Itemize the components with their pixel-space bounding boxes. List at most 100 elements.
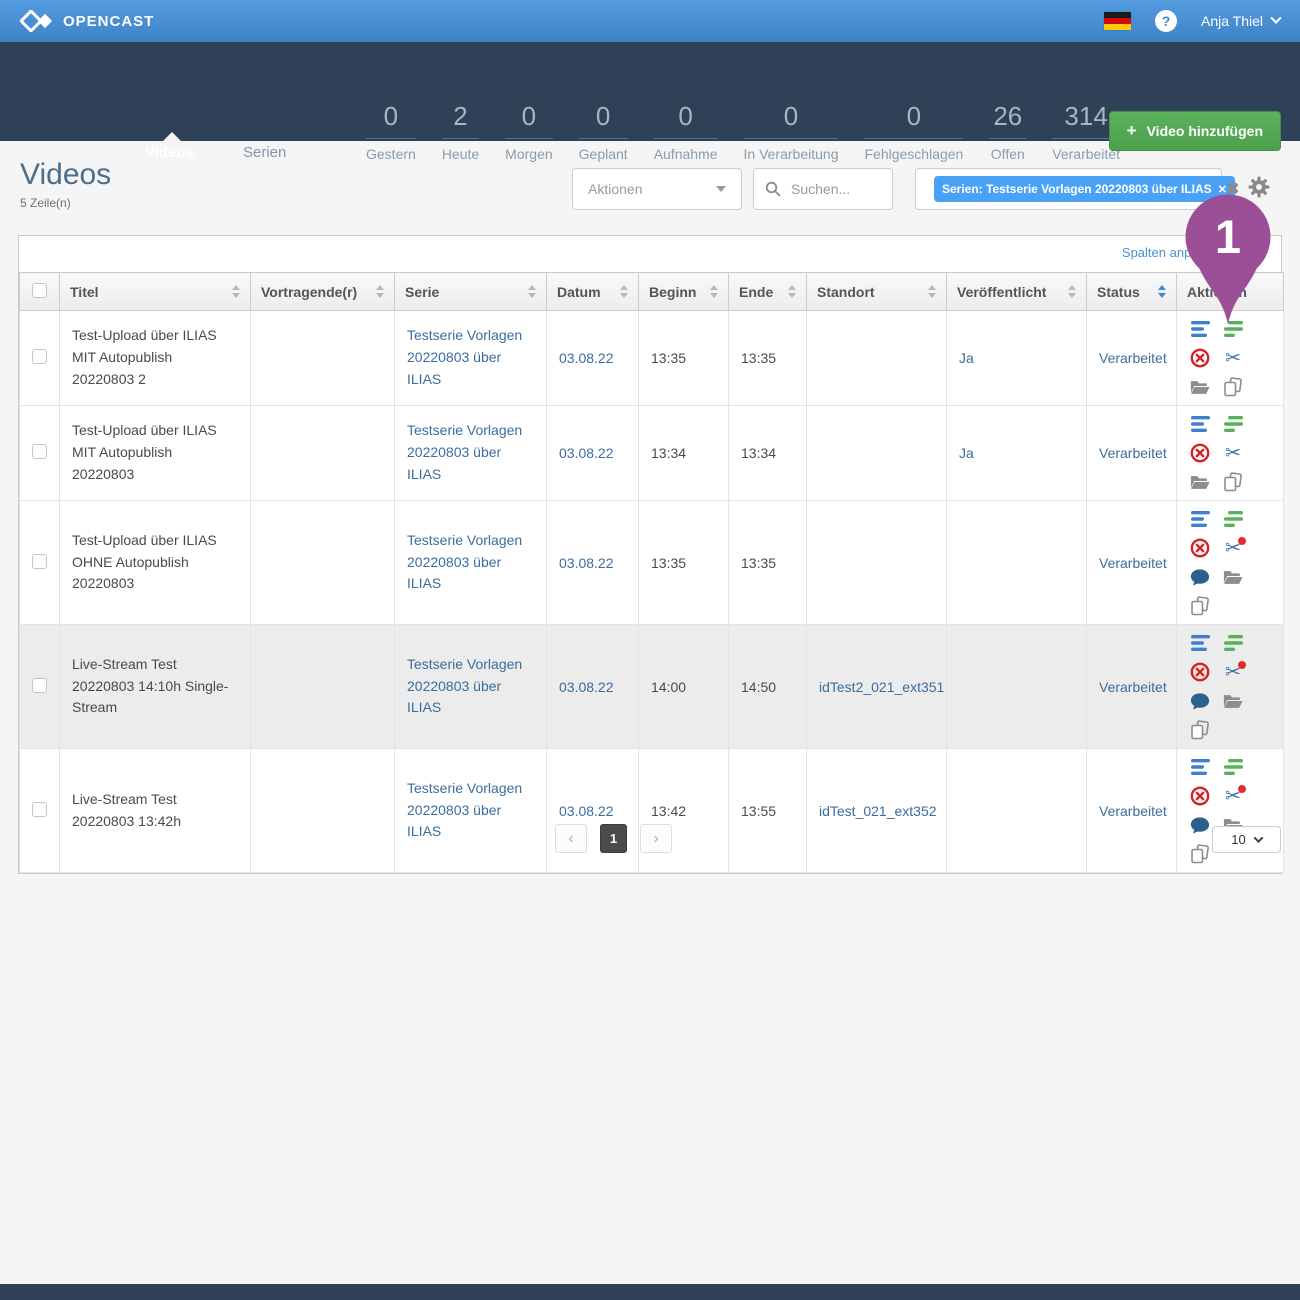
delete-icon[interactable] [1190, 786, 1210, 806]
prev-page-button[interactable]: ‹ [555, 824, 587, 853]
status-link[interactable]: Verarbeitet [1099, 445, 1167, 461]
help-icon[interactable]: ? [1154, 10, 1177, 32]
delete-icon[interactable] [1190, 443, 1210, 463]
sort-icon[interactable] [620, 285, 628, 298]
sort-icon[interactable] [1158, 285, 1166, 298]
gear-icon[interactable] [1248, 176, 1270, 203]
duplicate-icon[interactable] [1223, 472, 1243, 492]
stat-verarbeitet[interactable]: 314 Verarbeitet [1052, 103, 1120, 162]
duplicate-icon[interactable] [1223, 377, 1243, 397]
status-link[interactable]: Verarbeitet [1099, 350, 1167, 366]
details-icon[interactable] [1190, 414, 1210, 434]
column-header-datum[interactable]: Datum [546, 272, 639, 311]
publications-icon[interactable] [1223, 414, 1243, 434]
user-menu[interactable]: Anja Thiel [1201, 12, 1282, 29]
date-link[interactable]: 03.08.22 [559, 350, 614, 366]
remove-filter-icon[interactable]: ✕ [1217, 183, 1227, 196]
details-icon[interactable] [1190, 509, 1210, 529]
row-checkbox[interactable] [32, 553, 47, 569]
assets-icon[interactable] [1190, 377, 1210, 397]
language-flag-german[interactable] [1103, 12, 1131, 30]
column-header-verffentlicht[interactable]: Veröffentlicht [946, 272, 1087, 311]
sort-icon[interactable] [376, 285, 384, 298]
tab-videos[interactable]: Videos [145, 144, 194, 161]
duplicate-icon[interactable] [1190, 720, 1210, 740]
row-checkbox[interactable] [32, 444, 47, 459]
duplicate-icon[interactable] [1190, 844, 1210, 864]
publications-icon[interactable] [1223, 757, 1243, 777]
row-checkbox[interactable] [32, 801, 47, 817]
editor-alert-icon[interactable]: ✂ [1223, 661, 1246, 682]
clear-filters-icon[interactable]: ✖ [1226, 181, 1240, 198]
sort-icon[interactable] [232, 285, 240, 298]
status-link[interactable]: Verarbeitet [1099, 554, 1167, 571]
next-page-button[interactable]: › [640, 824, 672, 853]
publications-icon[interactable] [1223, 509, 1243, 529]
details-icon[interactable] [1190, 757, 1210, 777]
row-checkbox[interactable] [32, 349, 47, 364]
location-link[interactable]: idTest_021_ext352 [819, 802, 937, 819]
sort-icon[interactable] [710, 285, 718, 298]
add-video-button[interactable]: + Video hinzufügen [1108, 111, 1281, 151]
series-link[interactable]: Testserie Vorlagen 20220803 über ILIAS [407, 422, 523, 482]
series-link[interactable]: Testserie Vorlagen 20220803 über ILIAS [407, 531, 523, 592]
status-link[interactable]: Verarbeitet [1099, 678, 1167, 695]
delete-icon[interactable] [1190, 662, 1210, 682]
stat-in-verarbeitung[interactable]: 0 In Verarbeitung [743, 103, 839, 162]
stat-offen[interactable]: 26 Offen [989, 103, 1027, 162]
date-link[interactable]: 03.08.22 [559, 678, 614, 695]
column-header-ende[interactable]: Ende [728, 272, 807, 311]
delete-icon[interactable] [1190, 348, 1210, 368]
row-checkbox[interactable] [32, 677, 47, 693]
date-link[interactable]: 03.08.22 [559, 802, 614, 819]
assets-icon[interactable] [1190, 472, 1210, 492]
assets-icon[interactable] [1223, 691, 1243, 711]
stat-gestern[interactable]: 0 Gestern [366, 103, 416, 162]
editor-alert-icon[interactable]: ✂ [1223, 537, 1246, 558]
date-link[interactable]: 03.08.22 [559, 445, 614, 461]
comments-icon[interactable] [1190, 815, 1210, 835]
stat-fehlgeschlagen[interactable]: 0 Fehlgeschlagen [864, 103, 964, 162]
tab-serien[interactable]: Serien [243, 144, 287, 161]
duplicate-icon[interactable] [1190, 596, 1210, 616]
editor-icon[interactable]: ✂ [1225, 347, 1241, 369]
column-header-titel[interactable]: Titel [59, 272, 251, 311]
details-icon[interactable] [1190, 633, 1210, 653]
series-link[interactable]: Testserie Vorlagen 20220803 über ILIAS [407, 327, 523, 387]
stat-heute[interactable]: 2 Heute [441, 103, 480, 162]
page-size-select[interactable]: 10 [1212, 826, 1281, 853]
sort-icon[interactable] [928, 285, 936, 298]
stat-morgen[interactable]: 0 Morgen [505, 103, 553, 162]
status-link[interactable]: Verarbeitet [1099, 802, 1167, 819]
date-link[interactable]: 03.08.22 [559, 554, 614, 571]
filter-chip-series[interactable]: Serien: Testserie Vorlagen 20220803 über… [934, 176, 1235, 202]
column-header-standort[interactable]: Standort [806, 272, 947, 311]
series-link[interactable]: Testserie Vorlagen 20220803 über ILIAS [407, 655, 523, 716]
publications-icon[interactable] [1223, 633, 1243, 653]
sort-icon[interactable] [1068, 285, 1076, 298]
column-header-serie[interactable]: Serie [394, 272, 547, 311]
location-link[interactable]: idTest2_021_ext351 [819, 678, 945, 695]
select-all-checkbox[interactable] [32, 282, 47, 298]
column-header-vortragender[interactable]: Vortragende(r) [250, 272, 395, 311]
column-header-status[interactable]: Status [1086, 272, 1177, 311]
assets-icon[interactable] [1223, 567, 1243, 587]
search-input[interactable] [789, 180, 879, 198]
adjust-columns-link[interactable]: Spalten anpassen [1121, 245, 1226, 260]
comments-icon[interactable] [1190, 567, 1210, 587]
actions-dropdown[interactable]: Aktionen [572, 168, 742, 210]
published-link[interactable]: Ja [959, 350, 974, 366]
editor-icon[interactable]: ✂ [1225, 442, 1241, 464]
series-link[interactable]: Testserie Vorlagen 20220803 über ILIAS [407, 779, 523, 840]
delete-icon[interactable] [1190, 538, 1210, 558]
editor-alert-icon[interactable]: ✂ [1223, 785, 1246, 806]
comments-icon[interactable] [1190, 691, 1210, 711]
publications-icon[interactable] [1223, 319, 1243, 339]
sort-icon[interactable] [788, 285, 796, 298]
details-icon[interactable] [1190, 319, 1210, 339]
stat-geplant[interactable]: 0 Geplant [578, 103, 628, 162]
stat-aufnahme[interactable]: 0 Aufnahme [653, 103, 718, 162]
page-1-button[interactable]: 1 [600, 824, 627, 853]
column-header-beginn[interactable]: Beginn [638, 272, 729, 311]
published-link[interactable]: Ja [959, 445, 974, 461]
